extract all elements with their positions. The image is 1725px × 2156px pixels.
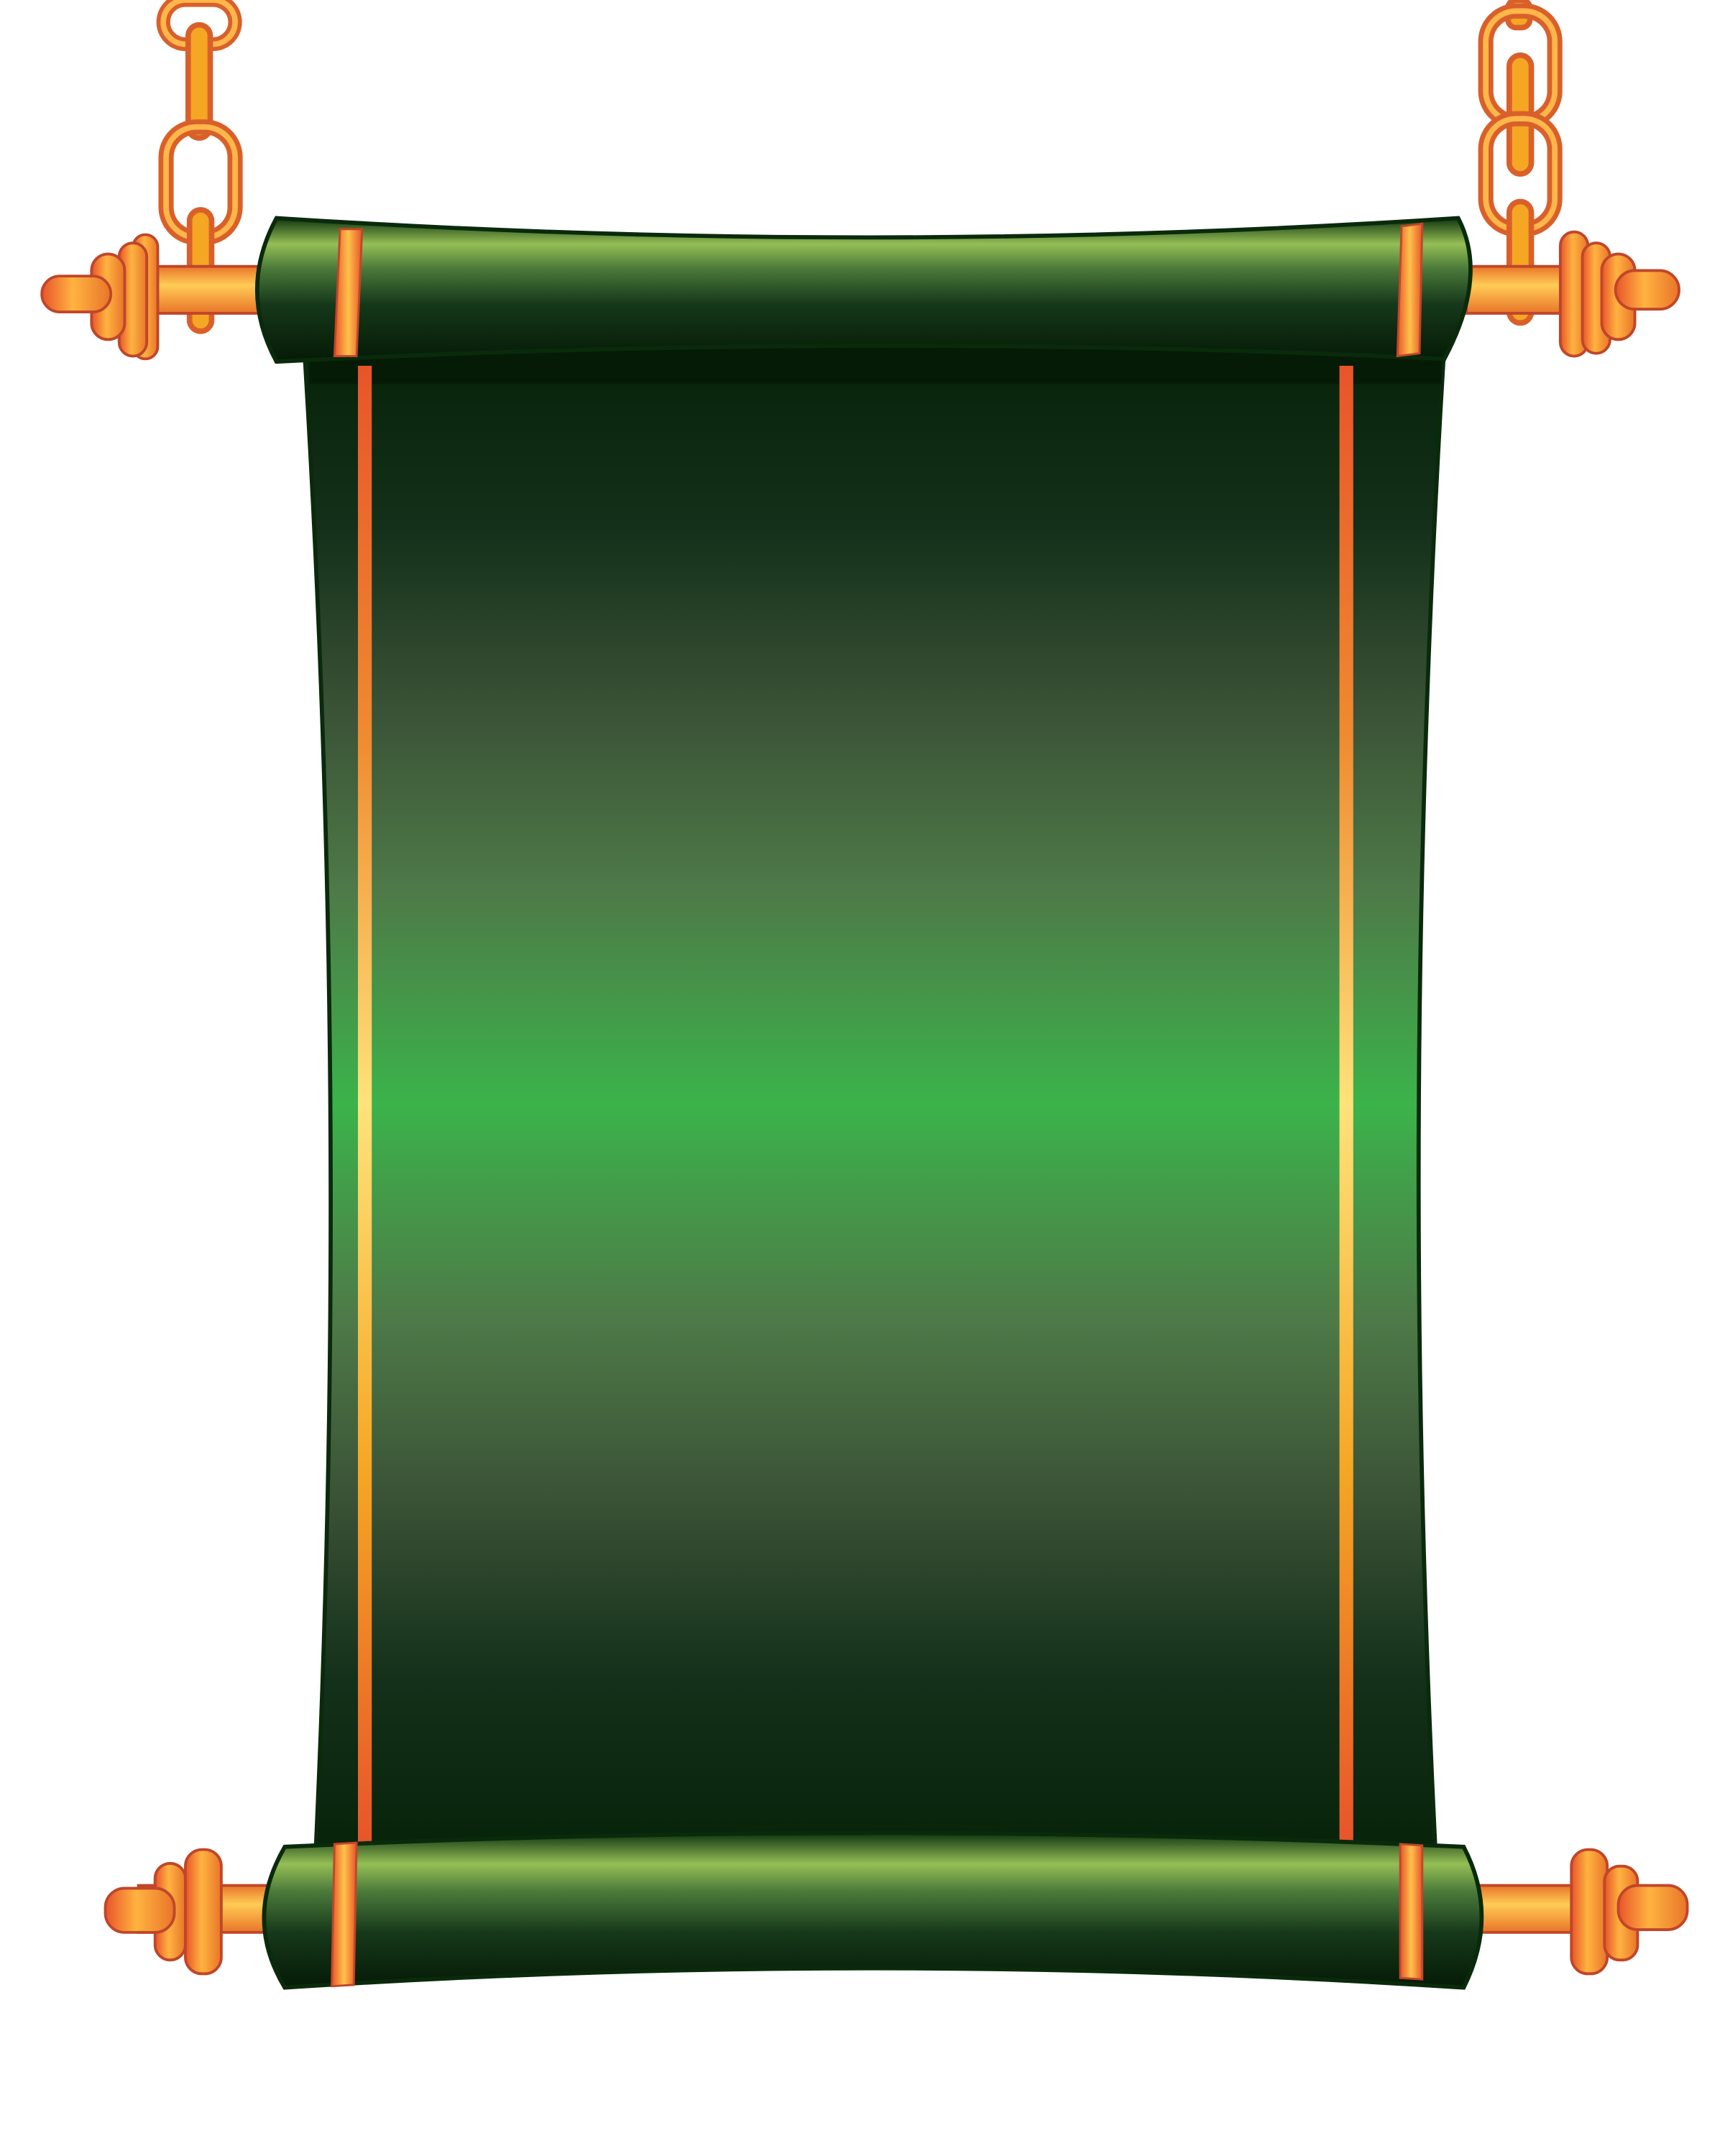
top-right-rod xyxy=(1465,230,1680,358)
top-roller-right-band xyxy=(1396,222,1424,358)
chain-icon xyxy=(185,22,213,141)
top-roller xyxy=(255,216,1473,364)
roller-knob-icon xyxy=(40,275,113,313)
roller-knob-icon xyxy=(1616,1884,1689,1931)
right-border-stripe xyxy=(1339,365,1353,1843)
top-left-rod xyxy=(40,233,264,361)
roller-knob-icon xyxy=(1570,1848,1609,1976)
scroll-panel xyxy=(302,343,1447,1866)
roller-knob-icon xyxy=(184,1848,223,1976)
bottom-roller-left-band xyxy=(331,1841,358,1988)
top-roller-left-band xyxy=(333,228,364,357)
bottom-roller-right-band xyxy=(1399,1843,1424,1981)
roller-knob-icon xyxy=(1614,269,1680,311)
bottom-roller xyxy=(262,1830,1484,1990)
bottom-right-rod xyxy=(1465,1848,1689,1976)
bottom-left-rod xyxy=(104,1848,278,1976)
left-border-stripe xyxy=(358,365,372,1843)
roller-knob-icon xyxy=(104,1886,176,1934)
